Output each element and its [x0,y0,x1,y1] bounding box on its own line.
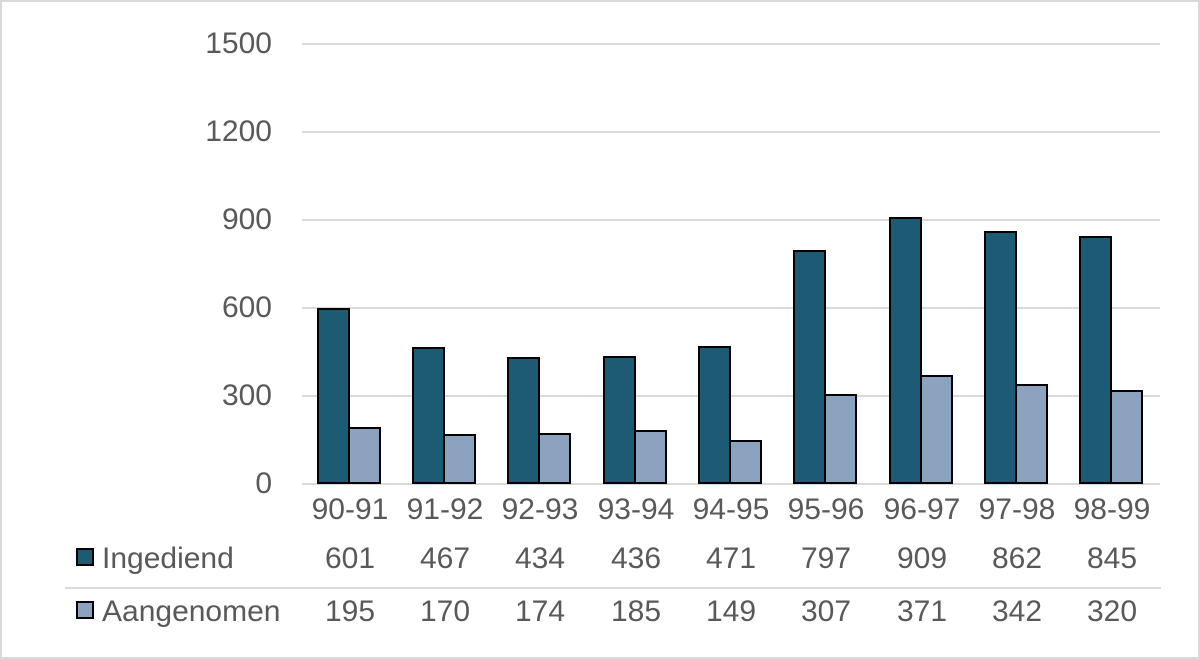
x-tick-label-91-92: 91-92 [406,493,484,526]
bar-ingediend-94-95 [698,346,731,484]
bar-aangenomen-92-93 [538,433,571,484]
table-cell-aangenomen-94-95: 149 [705,595,757,628]
y-tick-label-1500: 1500 [205,27,272,60]
table-cell-ingediend-90-91: 601 [324,542,376,575]
y-tick-label-900: 900 [221,203,272,236]
legend-swatch-aangenomen [76,601,94,619]
table-cell-ingediend-96-97: 909 [896,542,948,575]
x-tick-label-94-95: 94-95 [692,493,770,526]
y-tick-label-1200: 1200 [205,115,272,148]
x-tick-label-97-98: 97-98 [978,493,1056,526]
table-cell-ingediend-98-99: 845 [1086,542,1138,575]
bar-aangenomen-98-99 [1110,390,1143,484]
table-cell-ingediend-92-93: 434 [514,542,566,575]
table-row-divider [65,587,1161,589]
gridline-1200 [302,131,1160,133]
table-cell-aangenomen-93-94: 185 [610,595,662,628]
table-cell-aangenomen-92-93: 174 [514,595,566,628]
gridline-300 [302,395,1160,397]
bar-aangenomen-90-91 [348,427,381,484]
table-cell-aangenomen-95-96: 307 [800,595,852,628]
x-tick-label-95-96: 95-96 [787,493,865,526]
y-tick-label-600: 600 [221,291,272,324]
bar-ingediend-96-97 [889,217,922,484]
x-tick-label-92-93: 92-93 [501,493,579,526]
gridline-600 [302,307,1160,309]
bar-ingediend-95-96 [793,250,826,484]
bar-aangenomen-95-96 [824,394,857,484]
y-tick-label-300: 300 [221,379,272,412]
y-tick-label-0: 0 [255,467,272,500]
table-cell-ingediend-94-95: 471 [705,542,757,575]
bar-aangenomen-97-98 [1015,384,1048,484]
gridline-1500 [302,43,1160,45]
table-cell-aangenomen-98-99: 320 [1086,595,1138,628]
x-tick-label-93-94: 93-94 [597,493,675,526]
x-tick-label-98-99: 98-99 [1073,493,1151,526]
bar-aangenomen-94-95 [729,440,762,484]
bar-aangenomen-96-97 [920,375,953,484]
x-tick-label-96-97: 96-97 [883,493,961,526]
bar-ingediend-93-94 [603,356,636,484]
bar-ingediend-90-91 [317,308,350,484]
table-cell-ingediend-95-96: 797 [800,542,852,575]
bar-aangenomen-93-94 [634,430,667,484]
legend-swatch-ingediend [76,548,94,566]
table-cell-ingediend-97-98: 862 [991,542,1043,575]
legend-label-aangenomen: Aangenomen [102,595,281,628]
table-cell-aangenomen-96-97: 371 [896,595,948,628]
table-cell-aangenomen-90-91: 195 [324,595,376,628]
x-tick-label-90-91: 90-91 [311,493,389,526]
bar-aangenomen-91-92 [443,434,476,484]
bar-ingediend-97-98 [984,231,1017,484]
legend-label-ingediend: Ingediend [102,542,234,575]
table-cell-ingediend-93-94: 436 [610,542,662,575]
bar-ingediend-91-92 [412,347,445,484]
table-cell-ingediend-91-92: 467 [419,542,471,575]
bar-ingediend-98-99 [1079,236,1112,484]
gridline-0 [302,483,1160,485]
bar-ingediend-92-93 [507,357,540,484]
table-cell-aangenomen-97-98: 342 [991,595,1043,628]
gridline-900 [302,219,1160,221]
table-cell-aangenomen-91-92: 170 [419,595,471,628]
